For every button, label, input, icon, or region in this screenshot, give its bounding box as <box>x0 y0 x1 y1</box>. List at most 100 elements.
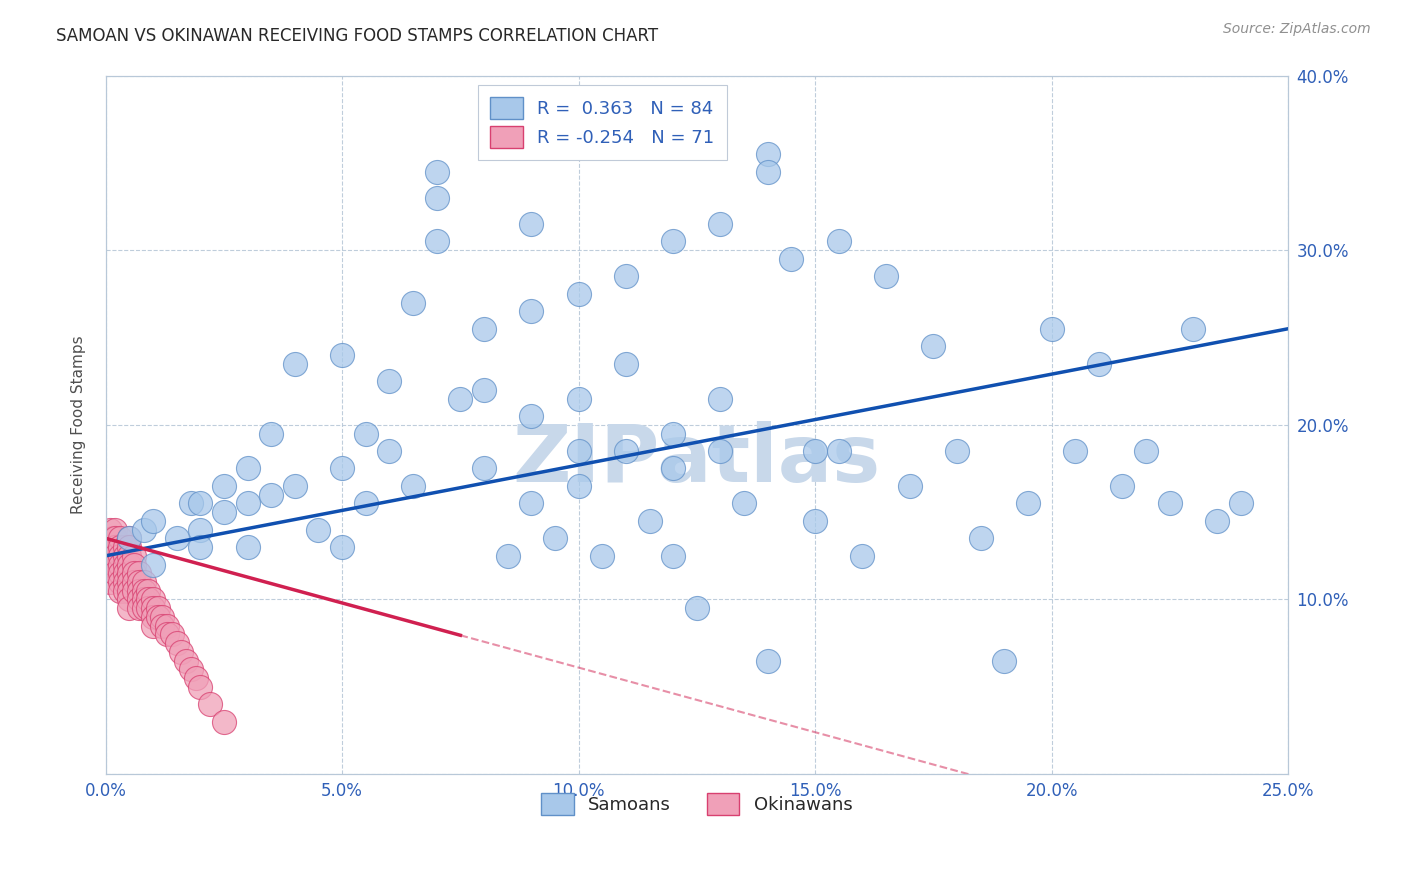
Point <box>756 147 779 161</box>
Point <box>1229 496 1251 510</box>
Point <box>568 392 591 406</box>
Point <box>780 252 803 266</box>
Point <box>108 558 131 572</box>
Point <box>426 235 449 249</box>
Point <box>180 662 202 676</box>
Point <box>1135 444 1157 458</box>
Point <box>152 610 174 624</box>
Point <box>101 549 124 563</box>
Point <box>756 164 779 178</box>
Point <box>166 532 188 546</box>
Point <box>128 583 150 598</box>
Point <box>118 549 141 563</box>
Point <box>568 444 591 458</box>
Point <box>142 610 165 624</box>
Point <box>1182 322 1205 336</box>
Point <box>114 540 136 554</box>
Point <box>898 479 921 493</box>
Point <box>118 592 141 607</box>
Point <box>118 558 141 572</box>
Point <box>330 348 353 362</box>
Text: Source: ZipAtlas.com: Source: ZipAtlas.com <box>1223 22 1371 37</box>
Point <box>591 549 613 563</box>
Point <box>568 286 591 301</box>
Point <box>118 583 141 598</box>
Point <box>104 549 127 563</box>
Point <box>284 479 307 493</box>
Point <box>875 269 897 284</box>
Point <box>128 601 150 615</box>
Point <box>100 574 122 589</box>
Point <box>122 566 145 581</box>
Point <box>662 461 685 475</box>
Point <box>132 574 155 589</box>
Point <box>142 558 165 572</box>
Point <box>174 654 197 668</box>
Point <box>1040 322 1063 336</box>
Point <box>709 392 731 406</box>
Point <box>520 409 543 423</box>
Point <box>198 698 221 712</box>
Point <box>520 304 543 318</box>
Point <box>212 714 235 729</box>
Point <box>108 540 131 554</box>
Point <box>100 540 122 554</box>
Point <box>236 461 259 475</box>
Point <box>128 592 150 607</box>
Point <box>472 322 495 336</box>
Point <box>114 566 136 581</box>
Point <box>118 574 141 589</box>
Point <box>152 618 174 632</box>
Point <box>378 374 401 388</box>
Point <box>1206 514 1229 528</box>
Point <box>614 444 637 458</box>
Point <box>354 496 377 510</box>
Point <box>188 496 211 510</box>
Point <box>188 523 211 537</box>
Point <box>1088 357 1111 371</box>
Point <box>426 191 449 205</box>
Point <box>132 601 155 615</box>
Point <box>104 540 127 554</box>
Y-axis label: Receiving Food Stamps: Receiving Food Stamps <box>72 335 86 514</box>
Point <box>104 523 127 537</box>
Point <box>851 549 873 563</box>
Point <box>828 444 851 458</box>
Legend: Samoans, Okinawans: Samoans, Okinawans <box>531 784 862 824</box>
Point <box>128 574 150 589</box>
Point <box>118 566 141 581</box>
Point <box>184 671 207 685</box>
Point <box>544 532 567 546</box>
Point <box>128 566 150 581</box>
Point <box>520 496 543 510</box>
Point <box>212 479 235 493</box>
Point <box>804 514 827 528</box>
Point <box>142 618 165 632</box>
Point <box>804 444 827 458</box>
Point <box>993 654 1015 668</box>
Point <box>378 444 401 458</box>
Point <box>166 636 188 650</box>
Point <box>330 461 353 475</box>
Point <box>496 549 519 563</box>
Point <box>156 627 179 641</box>
Point <box>638 514 661 528</box>
Point <box>308 523 330 537</box>
Text: SAMOAN VS OKINAWAN RECEIVING FOOD STAMPS CORRELATION CHART: SAMOAN VS OKINAWAN RECEIVING FOOD STAMPS… <box>56 27 658 45</box>
Point <box>402 479 425 493</box>
Point <box>354 426 377 441</box>
Point <box>260 426 283 441</box>
Point <box>142 592 165 607</box>
Point <box>449 392 471 406</box>
Point <box>260 488 283 502</box>
Point <box>118 532 141 546</box>
Point <box>156 618 179 632</box>
Point <box>828 235 851 249</box>
Point <box>170 645 193 659</box>
Point <box>180 496 202 510</box>
Point <box>662 426 685 441</box>
Point <box>236 496 259 510</box>
Point <box>614 269 637 284</box>
Point <box>146 610 169 624</box>
Point <box>108 574 131 589</box>
